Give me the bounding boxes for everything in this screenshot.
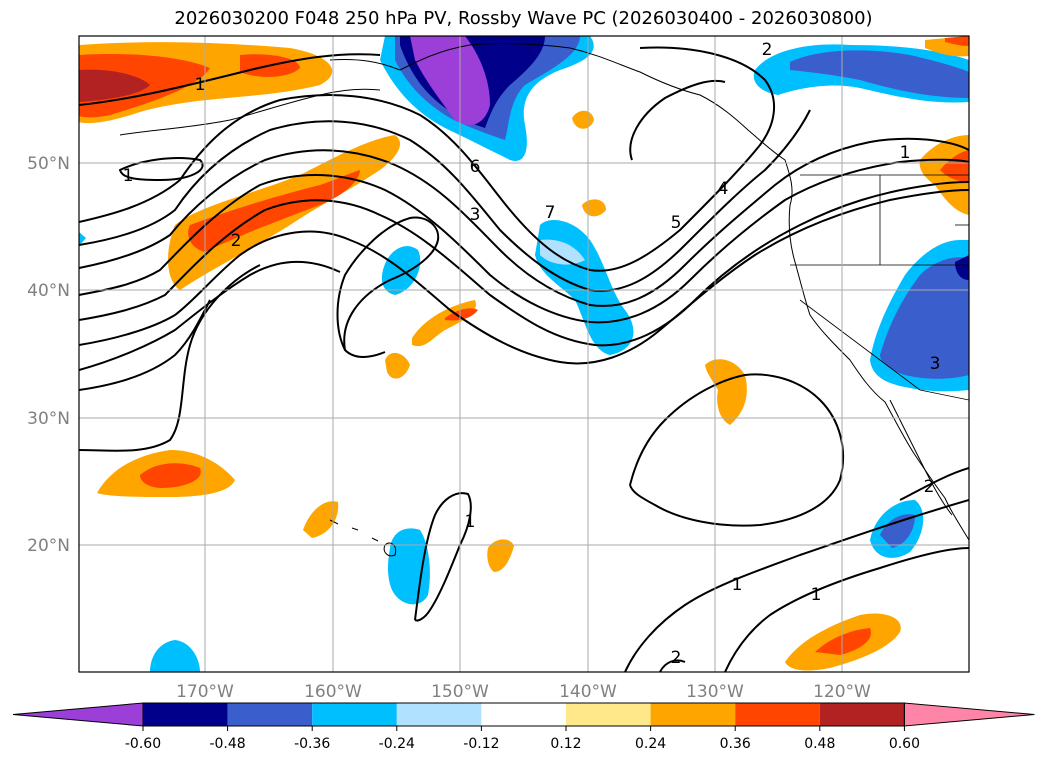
lon-label: 130°W <box>686 682 744 702</box>
colorbar-swatch <box>227 703 313 726</box>
colorbar-swatch <box>650 703 736 726</box>
contour-line <box>629 373 844 527</box>
colorbar-swatch <box>396 703 482 726</box>
colorbar-tick-label: 0.12 <box>550 736 581 752</box>
colorbar-tick-label: -0.12 <box>463 736 499 752</box>
lat-labels: 50°N 40°N 30°N 20°N <box>27 154 70 556</box>
contour-label: 2 <box>924 477 935 497</box>
colorbar-extend-min <box>12 702 144 727</box>
contour-label: 1 <box>732 575 743 595</box>
positive-anomaly-patch <box>940 150 969 182</box>
colorbar-swatch <box>481 703 566 726</box>
colorbar-tick-label: 0.24 <box>635 736 666 752</box>
lon-label: 160°W <box>304 682 362 702</box>
contour-label: 3 <box>470 205 481 225</box>
contour-label: 7 <box>545 203 556 223</box>
contour-line <box>79 137 969 307</box>
positive-anomaly-patch <box>487 539 514 572</box>
contour-label: 2 <box>231 231 242 251</box>
positive-anomaly-patch <box>303 501 339 538</box>
contour-label: 6 <box>470 157 481 177</box>
colorbar-swatch <box>566 703 651 726</box>
contour-label: 2 <box>671 648 682 668</box>
colorbar-swatch <box>735 703 820 726</box>
contour-line <box>79 189 969 365</box>
colorbar-tick-label: -0.60 <box>125 736 161 752</box>
contour-line <box>629 79 726 161</box>
positive-anomaly-patch <box>815 628 871 655</box>
lat-label: 30°N <box>27 409 70 429</box>
negative-anomaly-patch <box>790 50 969 98</box>
contour-labels: 1 2 2 1 6 3 7 5 4 1 1 3 2 1 1 2 <box>123 40 941 668</box>
negative-anomaly-patch <box>955 255 969 280</box>
negative-anomaly-patch <box>540 239 585 265</box>
contour-label: 3 <box>930 354 941 374</box>
map-title: 2026030200 F048 250 hPa PV, Rossby Wave … <box>174 8 873 29</box>
contour-label: 4 <box>718 179 729 199</box>
contour-line <box>659 659 686 672</box>
colorbar-tick-label: -0.36 <box>294 736 330 752</box>
aleutian-islands <box>119 88 381 136</box>
contour-line <box>79 158 969 324</box>
positive-anomaly-patch <box>140 463 201 488</box>
colorbar-tick-label: 0.36 <box>720 736 751 752</box>
colorbar-tick-label: -0.48 <box>209 736 245 752</box>
negative-anomaly-patch <box>388 528 430 605</box>
contour-line <box>899 467 969 501</box>
positive-anomaly-patch <box>385 352 410 379</box>
colorbar-tick-label: -0.24 <box>379 736 415 752</box>
contour-line <box>724 547 969 672</box>
colorbar-swatch <box>143 703 228 726</box>
colorbar-outline <box>142 702 905 727</box>
contour-line <box>79 181 969 347</box>
contour-line <box>79 53 381 106</box>
positive-anomaly-patch <box>79 69 150 102</box>
contour-label: 2 <box>762 40 773 60</box>
contour-label: 5 <box>671 213 682 233</box>
positive-anomaly-patch <box>945 36 969 46</box>
contour-label: 1 <box>811 585 822 605</box>
hawaii-islands <box>329 519 397 557</box>
lat-label: 50°N <box>27 154 70 174</box>
contour-line <box>336 216 440 358</box>
negative-anomaly-patch <box>150 640 200 672</box>
negative-anomaly-patch <box>79 232 86 246</box>
colorbar-tick-label: 0.60 <box>889 736 920 752</box>
contour-line <box>79 264 261 452</box>
gridlines <box>79 36 969 672</box>
map-frame <box>78 35 970 673</box>
state-line <box>919 389 969 401</box>
state-borders <box>790 174 969 401</box>
contour-label: 1 <box>123 166 134 186</box>
contour-label: 1 <box>900 143 911 163</box>
contour-line <box>624 499 969 672</box>
lon-label: 150°W <box>431 682 489 702</box>
colorbar-swatch <box>312 703 397 726</box>
positive-anomaly-patch <box>445 308 478 321</box>
colorbar-extend-max <box>903 702 1035 727</box>
lon-label: 140°W <box>559 682 617 702</box>
contour-line <box>414 492 472 622</box>
contour-line <box>118 157 204 182</box>
negative-anomaly-patch <box>880 514 915 548</box>
contour-label: 1 <box>195 75 206 95</box>
lon-label: 170°W <box>176 682 234 702</box>
negative-anomaly-patch <box>880 257 969 379</box>
contour-label: 1 <box>465 512 476 532</box>
lat-label: 20°N <box>27 536 70 556</box>
lon-labels: 170°W 160°W 150°W 140°W 130°W 120°W <box>176 682 871 702</box>
state-line <box>799 299 921 391</box>
contour-line <box>79 46 776 272</box>
contour-lines <box>79 46 969 672</box>
negative-anomaly-patch <box>381 246 421 295</box>
colorbar-swatch <box>819 703 905 726</box>
colorbar: -0.60 -0.48 -0.36 -0.24 -0.12 0.12 0.24 0.36 0.4… <box>12 702 1035 752</box>
baja-coast <box>889 399 953 516</box>
contour-line <box>79 109 811 292</box>
lat-label: 40°N <box>27 281 70 301</box>
colorbar-tick-label: 0.48 <box>804 736 835 752</box>
negative-anomaly-patch <box>410 36 490 125</box>
lon-label: 120°W <box>813 682 871 702</box>
